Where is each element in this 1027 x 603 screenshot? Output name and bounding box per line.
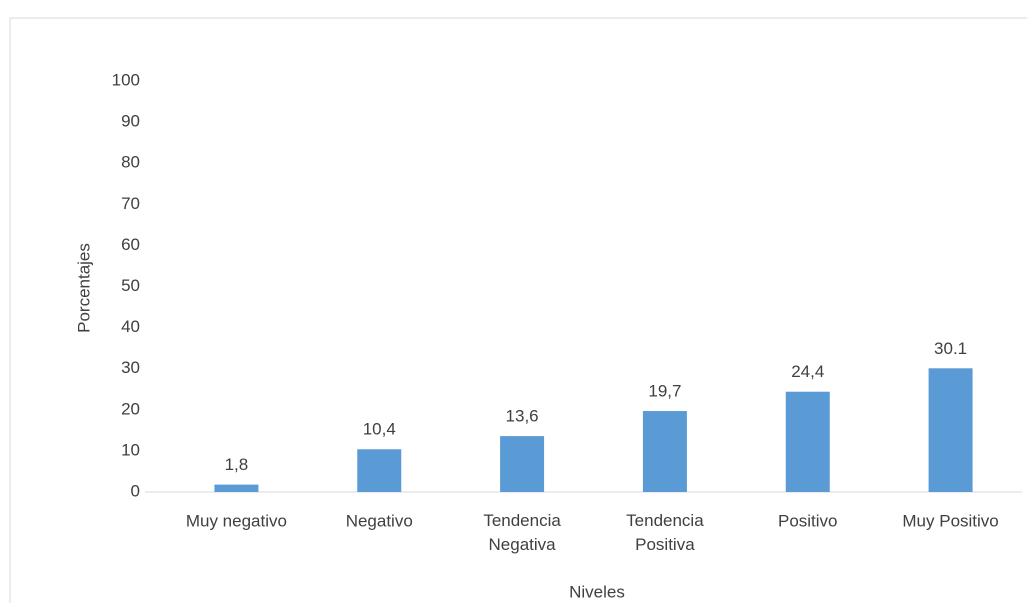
bar	[357, 449, 402, 492]
x-tick-label: Muy Positivo	[902, 511, 998, 530]
y-tick-label: 0	[131, 481, 140, 500]
y-tick-label: 80	[121, 153, 140, 172]
x-tick-label: Tendencia Negativa	[483, 511, 561, 554]
y-tick-label: 20	[121, 399, 140, 418]
data-label: 10,4	[363, 420, 396, 439]
x-tick-label: Positivo	[778, 511, 838, 530]
bar	[214, 484, 259, 492]
bar	[500, 436, 545, 492]
y-tick-label: 90	[121, 112, 140, 131]
bar	[928, 368, 973, 492]
data-label: 1,8	[225, 455, 249, 474]
y-tick-label: 60	[121, 235, 140, 254]
y-tick-label: 30	[121, 358, 140, 377]
data-label: 19,7	[648, 382, 681, 401]
y-tick-label: 10	[121, 440, 140, 459]
data-label: 24,4	[791, 362, 824, 381]
data-label: 13,6	[506, 407, 539, 426]
x-tick-label: Muy negativo	[186, 511, 287, 530]
x-tick-label: Tendencia Positiva	[626, 511, 704, 554]
bar	[785, 391, 830, 492]
y-axis-title: Porcentajes	[74, 243, 93, 333]
x-tick-label: Negativo	[346, 511, 413, 530]
y-tick-label: 100	[112, 70, 140, 89]
data-label: 30.1	[934, 339, 967, 358]
x-axis-title: Niveles	[569, 582, 625, 601]
y-tick-label: 40	[121, 317, 140, 336]
chart-frame	[9, 17, 1027, 603]
y-tick-label: 50	[121, 276, 140, 295]
bar	[642, 411, 687, 492]
y-tick-label: 70	[121, 194, 140, 213]
